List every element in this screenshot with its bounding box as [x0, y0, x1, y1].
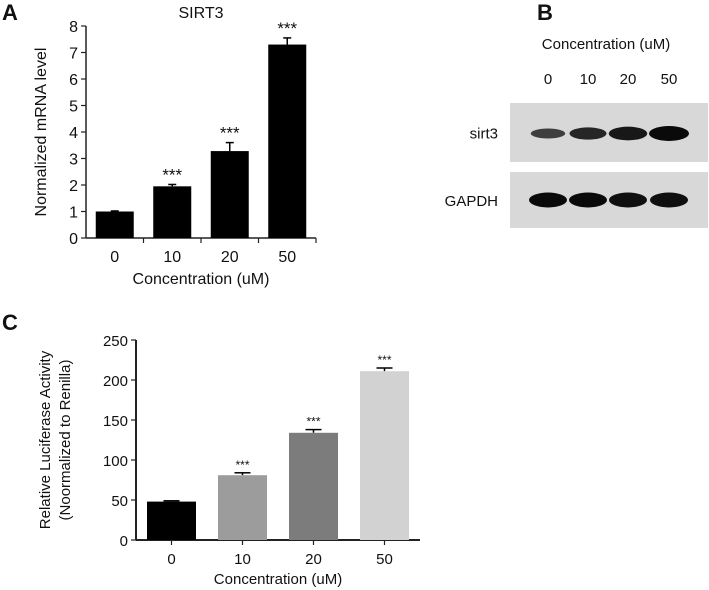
protein-band [650, 192, 688, 208]
y-tick-label: 200 [103, 373, 128, 390]
chart-c: 0 50 100 150 200 250 0 *** 10 *** 20 *** 50 Concentra… [37, 333, 420, 588]
protein-band [530, 128, 566, 139]
protein-band [529, 192, 567, 208]
lane-label: 50 [661, 71, 678, 88]
blot-header: Concentration (uM) [542, 36, 670, 53]
lane-label: 20 [620, 71, 637, 88]
protein-band [609, 192, 647, 208]
bar [218, 475, 267, 540]
y-tick-label: 100 [103, 453, 128, 470]
x-tick-label: 10 [234, 551, 251, 568]
row-label: GAPDH [445, 193, 498, 210]
y-tick-label: 1 [69, 205, 78, 222]
significance-label: *** [162, 165, 182, 184]
protein-band [569, 127, 607, 140]
y-axis-label: Relative Luciferase Activity [37, 350, 54, 529]
y-tick-label: 0 [120, 533, 128, 550]
y-tick-label: 4 [69, 125, 78, 142]
y-tick-label: 250 [103, 333, 128, 350]
protein-band [608, 126, 648, 141]
protein-band [649, 126, 689, 141]
panel-label-a: A [2, 0, 18, 25]
significance-label: *** [277, 19, 297, 38]
y-axis-label: Normalized mRNA level [33, 48, 50, 217]
x-tick-label: 50 [278, 249, 296, 266]
y-axis-label-2: (Noormalized to Renilla) [57, 360, 74, 521]
chart-a: 0 1 2 3 4 5 6 7 8 0 *** 10 *** 20 *** 50 Concentration (… [33, 5, 317, 288]
y-tick-label: 7 [69, 46, 78, 63]
bar [360, 371, 409, 540]
y-tick-label: 150 [103, 413, 128, 430]
panel-label-c: C [2, 310, 18, 335]
x-axis-label: Concentration (uM) [214, 571, 342, 588]
western-blot: Concentration (uM) 0 10 20 50 sirt3 GAPDH [445, 36, 708, 228]
lane-label: 10 [580, 71, 597, 88]
x-tick-label: 20 [221, 249, 239, 266]
bar [210, 151, 249, 238]
y-tick-label: 2 [69, 178, 78, 195]
bar [147, 501, 196, 540]
x-tick-label: 0 [110, 249, 119, 266]
protein-band [569, 192, 607, 208]
bar [289, 432, 338, 540]
significance-label: *** [235, 458, 249, 472]
row-label: sirt3 [470, 126, 498, 143]
x-axis-label: Concentration (uM) [133, 271, 270, 288]
y-tick-label: 5 [69, 99, 78, 116]
x-tick-label: 50 [376, 551, 393, 568]
bar [268, 44, 307, 238]
bar [95, 211, 134, 238]
y-tick-label: 3 [69, 152, 78, 169]
panel-label-b: B [537, 0, 553, 25]
y-tick-label: 8 [69, 19, 78, 36]
significance-label: *** [220, 124, 240, 143]
x-tick-label: 20 [305, 551, 322, 568]
significance-label: *** [377, 353, 391, 367]
lane-label: 0 [544, 71, 552, 88]
x-tick-label: 0 [167, 551, 175, 568]
chart-title: SIRT3 [178, 5, 223, 22]
y-tick-label: 0 [69, 231, 78, 248]
significance-label: *** [306, 415, 320, 429]
x-tick-label: 10 [163, 249, 181, 266]
bar [153, 186, 192, 238]
y-tick-label: 6 [69, 72, 78, 89]
y-tick-label: 50 [111, 493, 128, 510]
